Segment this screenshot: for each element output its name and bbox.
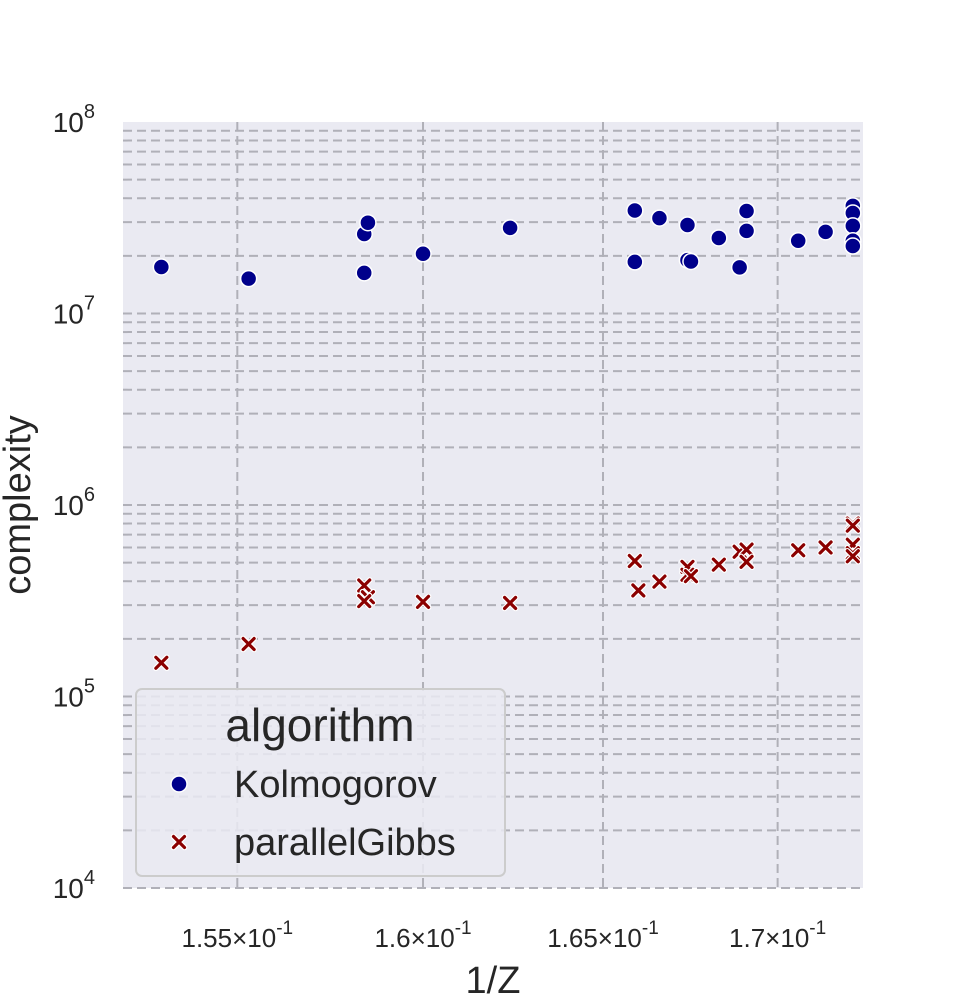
x-axis-label: 1/Z xyxy=(466,960,521,1000)
y-tick-label: 104 xyxy=(53,867,95,904)
legend-label: parallelGibbs xyxy=(234,822,456,864)
point-Kolmogorov xyxy=(501,219,519,237)
legend-entry: parallelGibbs xyxy=(170,822,456,864)
legend: algorithm Kolmogorov parallelGibbs xyxy=(135,688,506,877)
point-Kolmogorov xyxy=(682,252,700,271)
y-tick-label: 105 xyxy=(53,676,95,713)
legend-title: algorithm xyxy=(225,699,414,751)
point-Kolmogorov xyxy=(844,217,862,235)
data-points xyxy=(152,197,862,672)
point-Kolmogorov xyxy=(730,258,749,277)
point-Kolmogorov xyxy=(737,222,756,240)
point-parallelGibbs xyxy=(710,556,728,573)
x-tick-label: 1.6×10-1 xyxy=(374,918,471,953)
point-parallelGibbs xyxy=(355,592,373,610)
x-tick-labels: 1.55×10-1 1.6×10-1 1.65×10-1 1.7×10-1 xyxy=(182,918,827,953)
point-Kolmogorov xyxy=(626,201,644,220)
point-parallelGibbs xyxy=(414,593,432,611)
point-Kolmogorov xyxy=(152,258,171,276)
legend-marker-Kolmogorov xyxy=(170,775,188,793)
point-Kolmogorov xyxy=(359,213,377,232)
point-Kolmogorov xyxy=(816,223,835,241)
point-parallelGibbs xyxy=(817,539,834,556)
point-parallelGibbs xyxy=(240,635,257,653)
point-Kolmogorov xyxy=(650,209,669,227)
point-Kolmogorov xyxy=(789,231,807,250)
x-tick-label: 1.65×10-1 xyxy=(547,918,659,953)
series-Kolmogorov xyxy=(152,197,862,288)
legend-marker-parallelGibbs xyxy=(170,833,188,851)
point-parallelGibbs xyxy=(651,573,668,590)
point-Kolmogorov xyxy=(678,216,697,234)
x-tick-label: 1.7×10-1 xyxy=(729,918,826,953)
legend-label: Kolmogorov xyxy=(234,764,437,806)
legend-entries: Kolmogorov parallelGibbs xyxy=(170,764,456,864)
point-parallelGibbs xyxy=(153,654,170,672)
point-parallelGibbs xyxy=(844,517,862,534)
point-Kolmogorov xyxy=(355,264,373,282)
point-parallelGibbs xyxy=(626,552,644,570)
point-Kolmogorov xyxy=(414,245,432,263)
legend-entry: Kolmogorov xyxy=(170,764,437,806)
point-parallelGibbs xyxy=(501,594,519,612)
y-tick-label: 108 xyxy=(53,101,95,138)
point-Kolmogorov xyxy=(844,237,862,255)
point-Kolmogorov xyxy=(626,253,644,271)
point-parallelGibbs xyxy=(630,582,647,599)
y-axis-label: complexity xyxy=(0,415,39,595)
point-parallelGibbs xyxy=(738,553,755,571)
point-parallelGibbs xyxy=(682,567,700,585)
point-parallelGibbs xyxy=(355,577,373,594)
series-parallelGibbs xyxy=(153,515,862,672)
y-tick-label: 106 xyxy=(53,484,95,521)
legend-box xyxy=(135,688,506,877)
point-parallelGibbs xyxy=(844,547,862,565)
point-Kolmogorov xyxy=(239,269,258,288)
point-parallelGibbs xyxy=(789,542,807,559)
point-Kolmogorov xyxy=(737,202,756,220)
y-tick-label: 107 xyxy=(53,293,95,330)
point-parallelGibbs xyxy=(738,541,755,558)
x-tick-label: 1.55×10-1 xyxy=(182,918,294,953)
y-tick-labels: 104 105 106 107 108 xyxy=(53,101,95,904)
point-Kolmogorov xyxy=(710,229,728,247)
